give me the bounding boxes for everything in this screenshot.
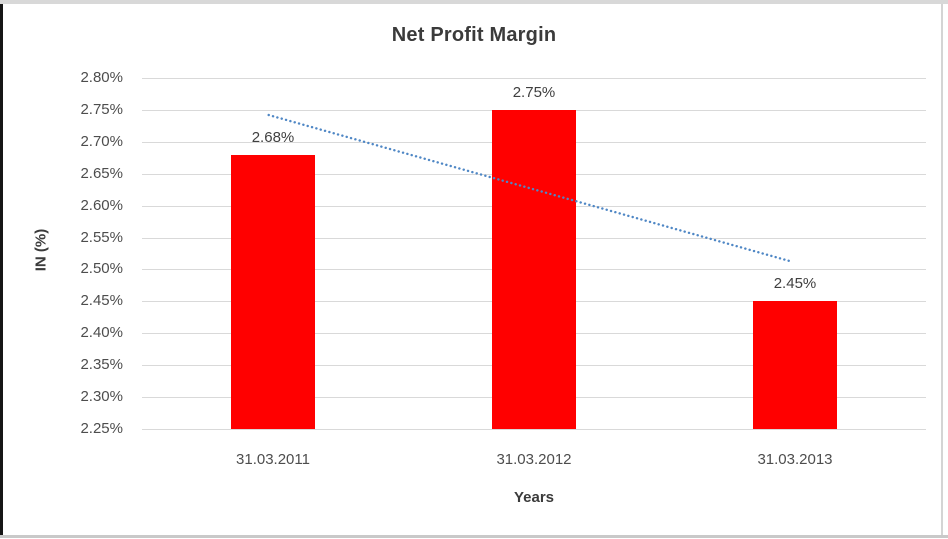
x-axis-title: Years [513,489,555,506]
gridline [142,429,926,430]
frame-border-top [0,0,948,4]
bar-data-label: 2.45% [773,275,817,292]
gridline [142,78,926,79]
y-tick-label: 2.50% [80,260,123,277]
y-tick-label: 2.45% [80,292,123,309]
y-tick-label: 2.25% [80,420,123,437]
bar [753,301,837,429]
chart-title: Net Profit Margin [391,24,557,46]
bar-data-label: 2.75% [512,84,556,101]
bar [231,155,315,429]
y-tick-label: 2.75% [80,101,123,118]
y-tick-label: 2.70% [80,133,123,150]
y-tick-label: 2.35% [80,356,123,373]
bar [492,110,576,429]
bar-data-label: 2.68% [251,129,295,146]
y-tick-label: 2.55% [80,229,123,246]
frame-border-left [0,4,3,537]
y-tick-label: 2.65% [80,165,123,182]
y-tick-label: 2.60% [80,197,123,214]
x-tick-label: 31.03.2012 [496,451,572,468]
frame-border-bottom [0,535,948,538]
x-tick-label: 31.03.2013 [757,451,833,468]
frame-border-right [941,4,943,535]
x-tick-label: 31.03.2011 [236,451,310,468]
y-tick-label: 2.80% [80,69,123,86]
y-tick-label: 2.40% [80,324,123,341]
y-tick-label: 2.30% [80,388,123,405]
